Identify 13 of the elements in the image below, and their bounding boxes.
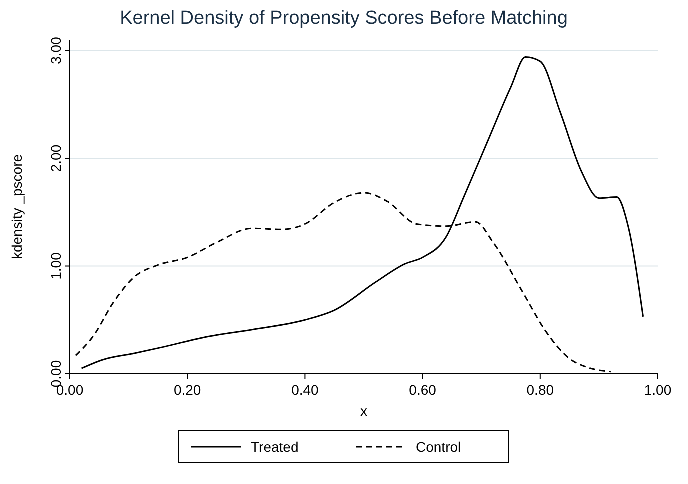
y-tick-label: 1.00 (48, 252, 64, 280)
x-tick-label: 0.20 (174, 382, 202, 398)
legend-label: Control (416, 439, 462, 455)
y-tick-label: 2.00 (48, 144, 64, 172)
x-axis-title: x (360, 403, 368, 419)
chart-title: Kernel Density of Propensity Scores Before Matching (120, 8, 568, 29)
y-tick-label: 3.00 (48, 36, 64, 64)
x-tick-label: 1.00 (644, 382, 672, 398)
legend-label: Treated (251, 439, 299, 455)
x-tick-label: 0.80 (526, 382, 554, 398)
y-axis-title: kdensity _pscore (9, 154, 25, 260)
x-tick-label: 0.60 (409, 382, 437, 398)
x-tick-label: 0.40 (292, 382, 320, 398)
